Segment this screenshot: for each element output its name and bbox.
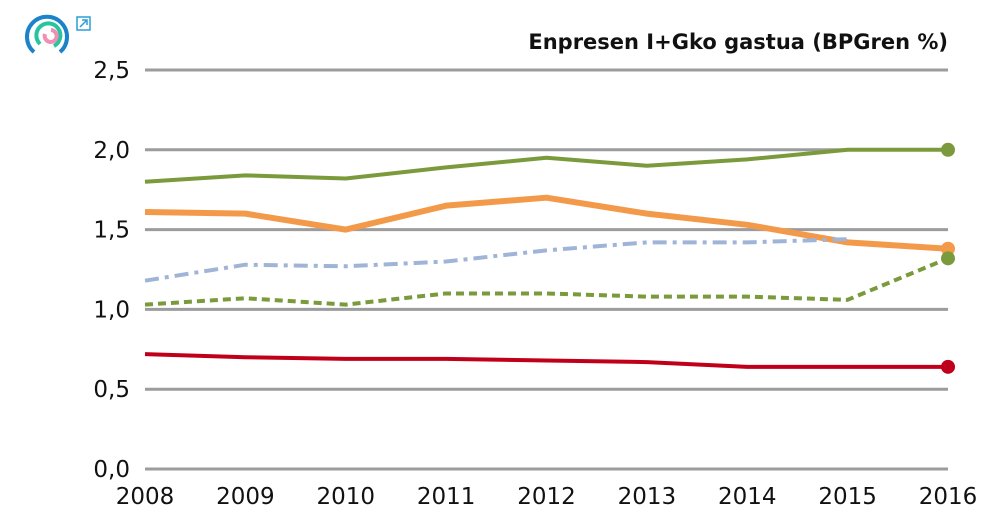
x-tick-label: 2013 xyxy=(618,484,677,510)
chart-title: Enpresen I+Gko gastua (BPGren %) xyxy=(528,30,948,54)
y-tick-label: 0,5 xyxy=(93,377,130,403)
x-tick-label: 2008 xyxy=(116,484,175,510)
series-end-marker-4 xyxy=(941,359,955,374)
series-line-0 xyxy=(144,147,948,184)
x-tick-label: 2011 xyxy=(417,484,476,510)
y-tick-label: 2,5 xyxy=(93,58,130,84)
x-tick-label: 2015 xyxy=(818,484,877,510)
x-tick-label: 2014 xyxy=(718,484,777,510)
series-line-1 xyxy=(144,194,949,252)
series-line-3 xyxy=(144,256,949,307)
logo-icon xyxy=(25,14,69,54)
series-line-4 xyxy=(144,352,948,369)
y-tick-label: 0,0 xyxy=(93,457,130,483)
series-end-marker-0 xyxy=(941,142,955,157)
x-tick-label: 2012 xyxy=(517,484,576,510)
series-end-marker-3 xyxy=(941,251,955,266)
y-tick-label: 2,0 xyxy=(93,138,130,164)
y-tick-label: 1,0 xyxy=(93,297,130,323)
y-tick-label: 1,5 xyxy=(93,218,130,244)
series-line-2 xyxy=(144,237,848,283)
x-tick-label: 2010 xyxy=(316,484,375,510)
x-tick-label: 2009 xyxy=(216,484,275,510)
external-link-icon[interactable] xyxy=(76,16,91,31)
x-tick-label: 2016 xyxy=(919,484,978,510)
series-end-marker-1 xyxy=(941,241,955,256)
